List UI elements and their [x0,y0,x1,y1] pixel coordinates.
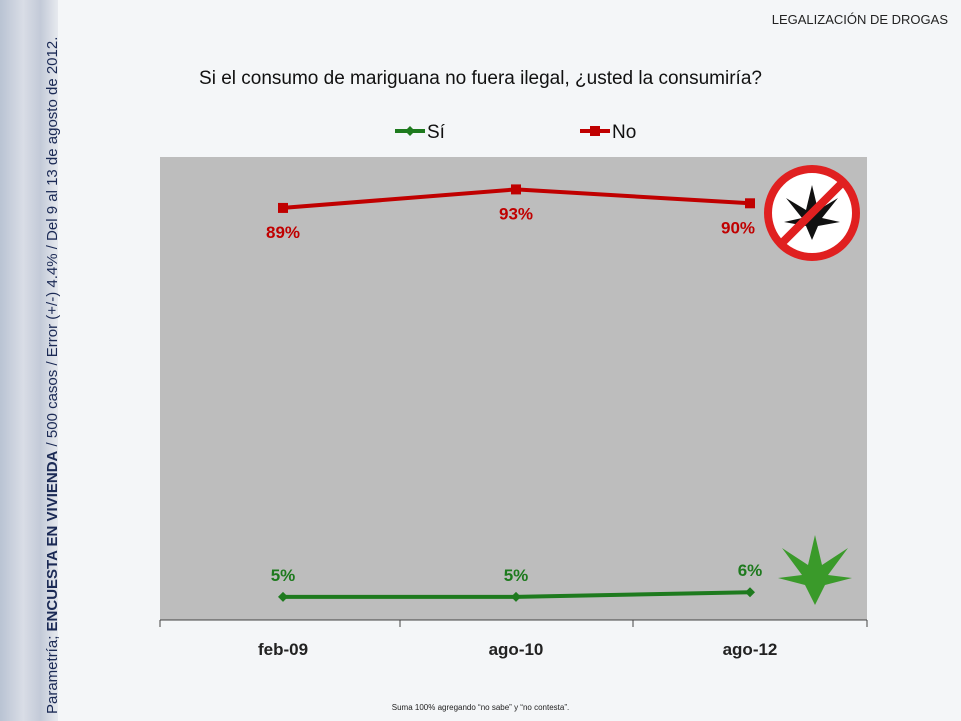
data-label: 6% [738,561,763,580]
x-axis: feb-09 ago-10 ago-12 [159,619,868,659]
series-layer: 5% 5% 6% 89% 93% 90% [266,184,763,602]
data-label: 93% [499,204,533,223]
data-label: 89% [266,223,300,242]
data-point [278,202,288,213]
legend-label: No [612,122,636,143]
legend-marker [405,126,415,136]
data-point [745,587,755,598]
side-decoration [0,0,58,721]
data-point [278,591,288,602]
data-label: 5% [271,566,296,585]
x-tick-label: ago-10 [489,640,544,659]
x-tick-label: feb-09 [258,640,308,659]
x-tick-label: ago-12 [723,640,778,659]
legend: Sí No [395,122,636,143]
chart-title: Si el consumo de mariguana no fuera ileg… [199,68,762,89]
data-point [745,198,755,209]
footnote: Suma 100% agregando “no sabe” y “no cont… [391,703,570,712]
data-point [511,591,521,602]
plot-area [160,157,867,620]
legend-label: Sí [427,122,446,143]
marijuana-leaf-icon [778,535,852,605]
legend-marker [590,126,600,136]
data-label: 5% [504,566,529,585]
no-marijuana-icon [764,165,860,261]
topic-label: LEGALIZACIÓN DE DROGAS [771,12,948,27]
data-label: 90% [721,218,755,237]
data-point [511,184,521,195]
